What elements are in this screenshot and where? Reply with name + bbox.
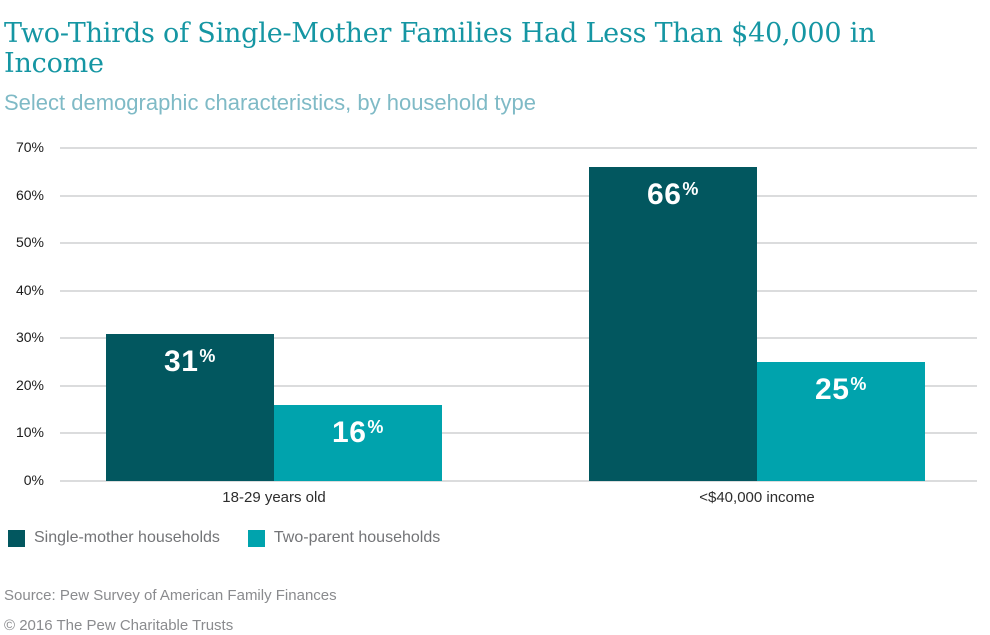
y-tick-label-60: 60% — [15, 186, 44, 203]
legend-swatch-two-parent-households — [247, 529, 265, 547]
y-tick-label-10: 10% — [15, 424, 44, 441]
y-tick-label-20: 20% — [15, 376, 44, 393]
chart-subtitle: Select demographic characteristics, by h… — [4, 90, 536, 116]
bar-chart: 0% 10% 20% 30% 40% 50% 60% 70% 31% 16% 18-29 year… — [0, 139, 977, 506]
legend-label-two-parent-households: Two-parent households — [273, 529, 441, 546]
gridline-40 — [60, 289, 977, 292]
bar-value-label: 25% — [815, 373, 867, 407]
legend-item-two-parent-households: Two-parent households — [247, 529, 441, 547]
gridline-0 — [60, 480, 977, 482]
gridline-20 — [60, 384, 977, 387]
gridline-60 — [60, 194, 977, 197]
bar-two-parent-households-18-29-years-old: 16% — [274, 404, 442, 481]
gridline-10 — [60, 432, 977, 435]
y-tick-label-30: 30% — [15, 329, 44, 346]
gridline-50 — [60, 242, 977, 245]
legend: Single-mother households Two-parent house… — [8, 529, 440, 547]
percent-sign: % — [850, 374, 867, 395]
y-tick-label-0: 0% — [23, 472, 44, 488]
y-tick-label-70: 70% — [15, 139, 44, 155]
bar-value-label: 16% — [332, 415, 384, 449]
bar-single-mother-households-18-29-years-old: 31% — [106, 333, 274, 481]
y-tick-label-50: 50% — [15, 234, 44, 251]
gridline-30 — [60, 337, 977, 340]
chart-title: Two-Thirds of Single-Mother Families Had… — [4, 18, 876, 80]
legend-swatch-single-mother-households — [8, 529, 25, 547]
percent-sign: % — [367, 416, 384, 437]
percent-sign: % — [682, 179, 699, 200]
bar-two-parent-households-40-000-income: 25% — [757, 362, 925, 481]
bar-single-mother-households-40-000-income: 66% — [589, 167, 757, 481]
bar-value-label: 66% — [647, 178, 699, 212]
legend-label-single-mother-households: Single-mother households — [34, 529, 220, 546]
plot-area: 31% 16% 18-29 years old 66% 25% <$40,000 inco… — [60, 147, 977, 506]
y-axis: 0% 10% 20% 30% 40% 50% 60% 70% — [0, 139, 44, 488]
bar-value-label: 31% — [164, 344, 216, 378]
source-note: Source: Pew Survey of American Family Fi… — [4, 587, 337, 604]
category-label-40-000-income: <$40,000 income — [699, 489, 815, 506]
copyright-note: © 2016 The Pew Charitable Trusts — [4, 617, 234, 634]
legend-item-single-mother-households: Single-mother households — [8, 529, 220, 547]
category-label-18-29-years-old: 18-29 years old — [222, 489, 326, 506]
y-tick-label-40: 40% — [15, 281, 44, 298]
gridline-70 — [60, 147, 977, 149]
percent-sign: % — [199, 345, 216, 366]
